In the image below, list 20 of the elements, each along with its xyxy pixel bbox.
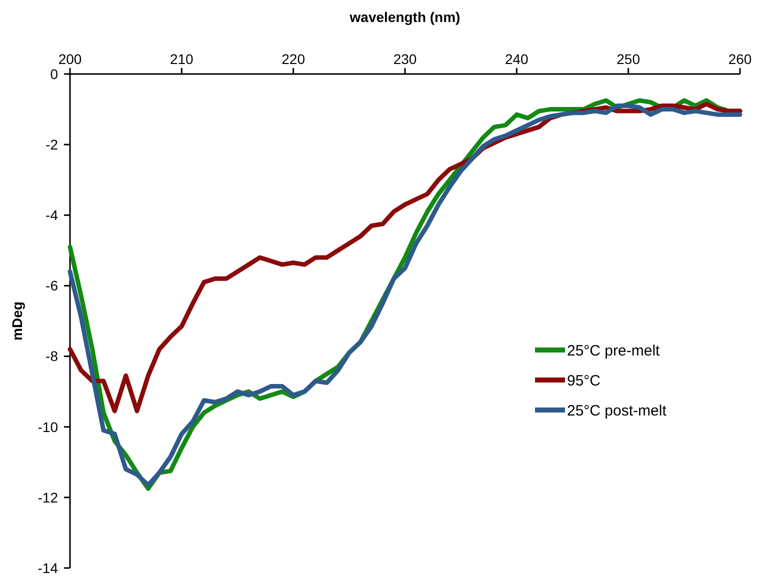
x-tick-label: 230 [393,51,417,67]
y-tick-label: -8 [46,348,58,364]
y-tick-label: -14 [38,560,58,576]
x-tick-label: 250 [616,51,640,67]
legend-label: 25°C post-melt [567,402,668,420]
x-tick-label: 240 [504,51,529,67]
x-axis-title: wavelength (nm) [348,9,460,25]
x-tick-label: 200 [58,51,82,67]
y-tick-label: -4 [46,207,58,224]
x-tick-label: 210 [170,51,194,67]
y-tick-label: -10 [38,418,58,435]
legend-label: 95°C [567,372,601,390]
x-tick-label: 220 [282,51,306,67]
y-tick-label: -6 [46,278,58,294]
y-tick-label: 0 [50,66,58,82]
legend-label: 25°C pre-melt [567,342,661,360]
y-tick-label: -2 [46,136,58,152]
x-tick-label: 260 [728,51,752,67]
y-axis-title: mDeg [9,302,25,340]
y-tick-label: -12 [38,489,58,506]
